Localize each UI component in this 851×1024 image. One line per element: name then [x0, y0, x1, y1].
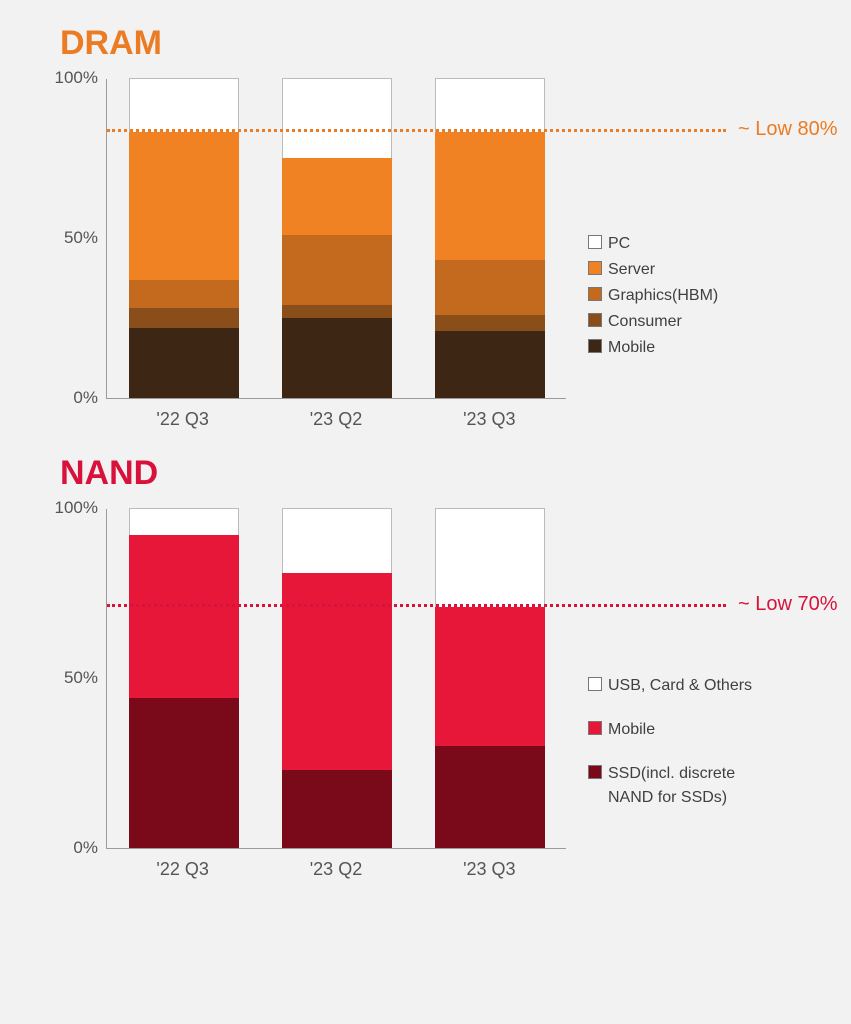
dram-x-axis: '22 Q3 '23 Q2 '23 Q3	[106, 409, 566, 430]
legend-swatch	[588, 235, 602, 249]
dram-segment-mobile	[282, 318, 392, 398]
dram-segment-mobile	[435, 331, 545, 398]
dram-segment-server	[435, 132, 545, 260]
nand-segment-usb	[435, 508, 545, 607]
y-tick-label: 50%	[64, 228, 98, 248]
dram-reference-line: ~ Low 80%	[107, 129, 726, 132]
dram-legend: PCServerGraphics(HBM)ConsumerMobile	[588, 232, 718, 362]
dram-segment-mobile	[129, 328, 239, 398]
legend-item: PC	[588, 232, 718, 256]
legend-label: Mobile	[608, 336, 655, 360]
dram-plot-area: ~ Low 80%	[106, 79, 566, 399]
y-tick-label: 100%	[55, 498, 98, 518]
legend-item: Consumer	[588, 310, 718, 334]
x-tick-label: '23 Q2	[281, 409, 391, 430]
nand-bar	[435, 508, 545, 848]
dram-bar	[282, 78, 392, 398]
nand-section: NAND0%50%100%~ Low 70%USB, Card & Others…	[48, 454, 839, 880]
dram-segment-consumer	[282, 305, 392, 318]
dram-segment-server	[129, 132, 239, 279]
dram-bar	[129, 78, 239, 398]
dram-segment-graphics	[282, 235, 392, 305]
nand-segment-usb	[129, 508, 239, 535]
legend-swatch	[588, 677, 602, 691]
legend-label: SSD(incl. discrete NAND for SSDs)	[608, 762, 778, 810]
nand-x-axis: '22 Q3 '23 Q2 '23 Q3	[106, 859, 566, 880]
dram-segment-pc	[435, 78, 545, 132]
legend-swatch	[588, 287, 602, 301]
x-tick-label: '23 Q3	[434, 409, 544, 430]
nand-y-axis: 0%50%100%	[48, 509, 106, 849]
legend-swatch	[588, 313, 602, 327]
nand-bar	[129, 508, 239, 848]
dram-segment-server	[282, 158, 392, 235]
y-tick-label: 50%	[64, 668, 98, 688]
y-tick-label: 100%	[55, 68, 98, 88]
nand-reference-label: ~ Low 70%	[738, 593, 838, 616]
y-tick-label: 0%	[73, 388, 98, 408]
nand-reference-line: ~ Low 70%	[107, 604, 726, 607]
nand-legend: USB, Card & Others Mobile SSD(incl. discre…	[588, 674, 778, 830]
legend-label: Mobile	[608, 718, 655, 742]
dram-y-axis: 0%50%100%	[48, 79, 106, 399]
dram-segment-consumer	[129, 308, 239, 327]
dram-segment-graphics	[129, 280, 239, 309]
legend-label: Graphics(HBM)	[608, 284, 718, 308]
legend-item: Mobile	[588, 336, 718, 360]
nand-bar	[282, 508, 392, 848]
legend-swatch	[588, 261, 602, 275]
nand-chart: 0%50%100%~ Low 70%USB, Card & OthersMobi…	[48, 509, 839, 849]
dram-segment-pc	[282, 78, 392, 158]
y-tick-label: 0%	[73, 838, 98, 858]
dram-chart: 0%50%100%~ Low 80%PCServerGraphics(HBM)C…	[48, 79, 839, 399]
x-tick-label: '22 Q3	[128, 859, 238, 880]
legend-swatch	[588, 339, 602, 353]
dram-segment-graphics	[435, 260, 545, 314]
nand-segment-mobile	[282, 573, 392, 770]
legend-item: Mobile	[588, 718, 778, 742]
dram-reference-label: ~ Low 80%	[738, 118, 838, 141]
dram-section: DRAM0%50%100%~ Low 80%PCServerGraphics(H…	[48, 24, 839, 430]
legend-item: Graphics(HBM)	[588, 284, 718, 308]
legend-label: USB, Card & Others	[608, 674, 752, 698]
nand-segment-ssd	[129, 698, 239, 848]
nand-segment-ssd	[282, 770, 392, 848]
dram-title: DRAM	[60, 24, 839, 63]
nand-segment-ssd	[435, 746, 545, 848]
x-tick-label: '23 Q3	[434, 859, 544, 880]
dram-segment-consumer	[435, 315, 545, 331]
dram-segment-pc	[129, 78, 239, 132]
legend-label: Consumer	[608, 310, 682, 334]
nand-segment-mobile	[435, 607, 545, 746]
x-tick-label: '22 Q3	[128, 409, 238, 430]
x-tick-label: '23 Q2	[281, 859, 391, 880]
legend-swatch	[588, 721, 602, 735]
legend-swatch	[588, 765, 602, 779]
nand-segment-usb	[282, 508, 392, 573]
legend-label: PC	[608, 232, 630, 256]
nand-segment-mobile	[129, 535, 239, 698]
legend-item: Server	[588, 258, 718, 282]
nand-plot-area: ~ Low 70%	[106, 509, 566, 849]
nand-title: NAND	[60, 454, 839, 493]
legend-item: SSD(incl. discrete NAND for SSDs)	[588, 762, 778, 810]
legend-item: USB, Card & Others	[588, 674, 778, 698]
dram-bar	[435, 78, 545, 398]
legend-label: Server	[608, 258, 655, 282]
